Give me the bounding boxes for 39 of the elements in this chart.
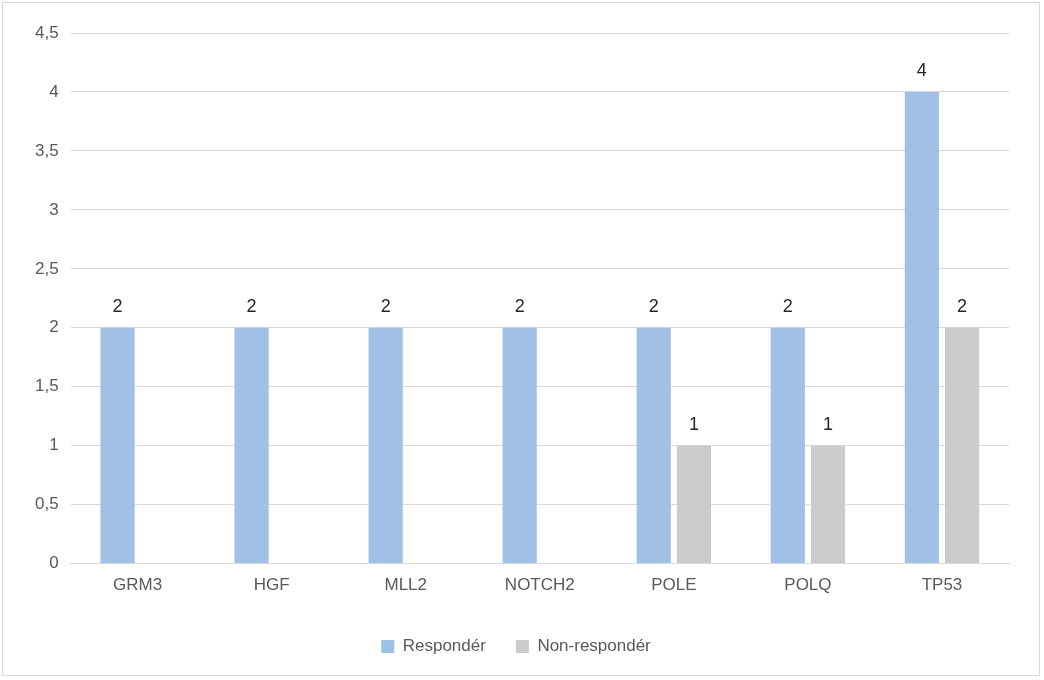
y-tick-label: 0,5 xyxy=(34,494,59,514)
bar xyxy=(636,327,671,564)
y-tick-label: 1,5 xyxy=(34,376,59,396)
x-tick-label: POLQ xyxy=(784,575,832,595)
data-label: 2 xyxy=(782,295,793,316)
bar xyxy=(904,91,939,564)
data-label: 2 xyxy=(380,295,391,316)
y-tick-label: 2 xyxy=(49,317,59,337)
bar xyxy=(944,327,980,564)
bar xyxy=(676,445,712,564)
x-tick-label: HGF xyxy=(253,575,290,595)
bar xyxy=(502,327,537,564)
data-label: 2 xyxy=(112,295,123,316)
data-label: 2 xyxy=(246,295,257,316)
x-tick-label: GRM3 xyxy=(113,575,163,595)
bar xyxy=(368,327,403,564)
bar xyxy=(100,327,135,564)
data-label: 1 xyxy=(823,413,834,434)
x-tick-label: TP53 xyxy=(921,575,963,595)
y-tick-label: 0 xyxy=(49,553,59,573)
legend-label: Respondér xyxy=(402,636,487,656)
y-tick-label: 2,5 xyxy=(34,258,59,278)
legend-label: Non-respondér xyxy=(537,636,652,656)
data-label: 1 xyxy=(688,413,699,434)
y-tick-label: 4,5 xyxy=(34,22,59,42)
y-tick-label: 3,5 xyxy=(34,140,59,160)
data-label: 4 xyxy=(916,59,927,80)
x-tick-label: MLL2 xyxy=(384,575,428,595)
y-tick-label: 4 xyxy=(49,81,59,101)
y-tick-label: 3 xyxy=(49,199,59,219)
bar xyxy=(234,327,269,564)
x-tick-label: NOTCH2 xyxy=(504,575,575,595)
x-tick-label: POLE xyxy=(651,575,697,595)
y-tick-label: 1 xyxy=(49,435,59,455)
data-label: 2 xyxy=(957,295,968,316)
data-label: 2 xyxy=(514,295,525,316)
bar xyxy=(810,445,846,564)
data-label: 2 xyxy=(648,295,659,316)
bar xyxy=(770,327,805,564)
